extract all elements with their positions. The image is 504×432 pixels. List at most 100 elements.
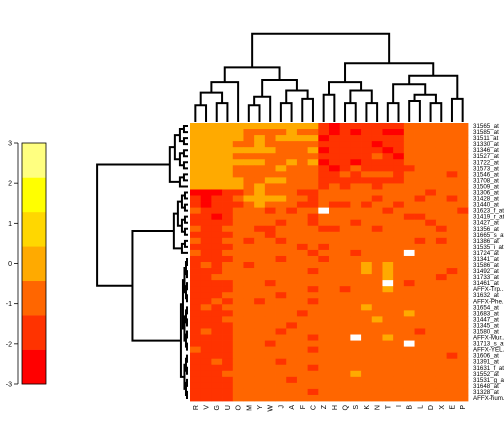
heatmap-cell [254,243,266,251]
heatmap-cell [425,370,437,378]
heatmap-cell [393,141,405,148]
heatmap-cell [393,159,405,166]
heatmap-cell [382,370,394,378]
heatmap-cell [254,280,266,287]
heatmap-cell [361,141,373,148]
heatmap-cell [200,231,212,239]
heatmap-cell [296,243,309,251]
heatmap-cell [361,243,373,251]
heatmap-cell [211,304,223,311]
heatmap-cell [222,237,234,245]
heatmap-cell [371,141,383,148]
heatmap-cell [339,135,351,142]
heatmap-cell [361,352,373,360]
heatmap-cell [457,243,469,251]
heatmap-cell [211,189,223,196]
heatmap-cell [414,310,426,317]
heatmap-cell [339,219,351,227]
heatmap-cell [286,243,298,251]
heatmap-cell [371,231,383,239]
heatmap-cell [286,394,298,402]
heatmap-cell [339,280,351,287]
heatmap-cell [275,352,287,360]
heatmap-cell [254,159,266,166]
heatmap-cell [318,231,330,239]
color-key-frame [21,142,47,385]
heatmap-cell [318,159,330,166]
row-label: 31419_r_at [473,214,504,221]
heatmap-cell [211,292,223,299]
column-label: Y [257,405,264,410]
heatmap-cell [222,328,234,335]
heatmap-cell [350,177,362,184]
heatmap-cell [232,189,244,196]
heatmap-cell [350,274,362,281]
heatmap-cell [339,298,351,305]
heatmap-cell [425,388,437,396]
heatmap-cell [232,231,244,239]
dendrogram-branch [185,257,188,267]
heatmap-cell [318,268,330,275]
heatmap-cell [457,123,469,130]
heatmap-cell [350,388,362,396]
heatmap-cell [318,328,330,335]
heatmap-cell [264,195,276,202]
heatmap-cell [232,394,244,402]
heatmap-cell [393,286,405,293]
heatmap-cell [329,292,341,299]
heatmap-cell [222,165,234,172]
heatmap-cell [232,153,244,160]
heatmap-cell [232,207,244,215]
heatmap-cell [371,274,383,281]
row-label: 31654_at [473,304,499,311]
heatmap-cell [329,165,341,172]
heatmap-cell [393,268,405,275]
heatmap-cell [457,322,469,329]
heatmap-cell [339,388,351,396]
column-label: D [428,405,435,410]
heatmap-cell [446,328,458,335]
heatmap-cell [371,388,383,396]
heatmap-cell [232,316,244,323]
heatmap-cell [446,243,458,251]
heatmap-cell [425,316,437,323]
heatmap-cell [243,382,255,390]
heatmap-cell [254,189,266,196]
dendrogram-branch [182,173,188,182]
heatmap-cell [382,153,394,160]
heatmap-cell [414,231,426,239]
color-key-tick-label: 3 [8,141,12,148]
heatmap-cell [190,225,202,233]
heatmap-cell [457,370,469,378]
heatmap-cell [382,268,394,275]
heatmap-cell [275,382,287,390]
heatmap-cell [254,274,266,281]
heatmap-cell [307,243,319,251]
heatmap-cell [264,274,276,281]
heatmap-cell [318,262,330,269]
heatmap-cell [190,394,202,402]
heatmap-cell [318,171,330,178]
heatmap-cell [232,268,244,275]
heatmap-cell [296,328,309,335]
heatmap-cell [393,165,405,172]
heatmap-cell [361,195,373,202]
heatmap-cell [446,171,458,178]
heatmap-cell [403,159,415,166]
heatmap-cell [318,304,330,311]
heatmap-cell [329,237,341,245]
heatmap-cell [393,249,405,257]
heatmap-cell [446,346,458,354]
column-dendrogram [194,32,464,122]
heatmap-cell [264,334,276,341]
heatmap-cell [318,225,330,233]
heatmap-cell [339,358,351,366]
heatmap-cell [329,129,341,136]
heatmap-cell [211,249,223,257]
heatmap-cell [329,183,341,190]
heatmap-cell [350,153,362,160]
row-label: 31585_at [473,129,499,136]
heatmap-cell [190,255,202,263]
heatmap-cell [457,316,469,323]
color-key-band [22,211,46,247]
